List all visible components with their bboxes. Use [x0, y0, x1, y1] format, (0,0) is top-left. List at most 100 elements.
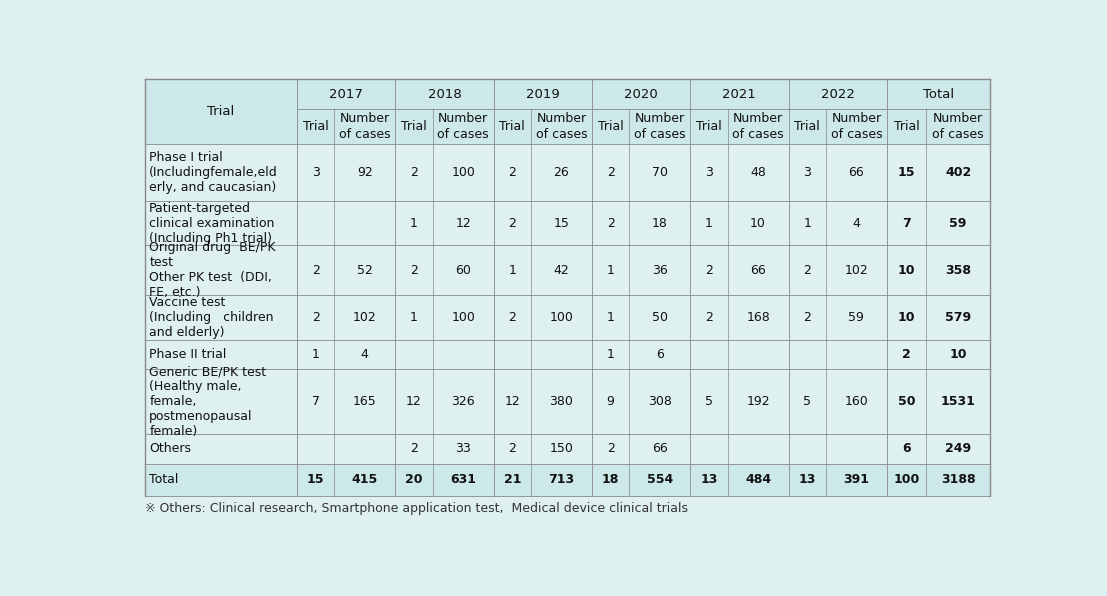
Text: Number
of cases: Number of cases	[732, 112, 784, 141]
Text: 2018: 2018	[427, 88, 462, 101]
Text: 12: 12	[505, 395, 520, 408]
Text: 3: 3	[312, 166, 320, 179]
Text: 18: 18	[602, 473, 619, 486]
Text: 6: 6	[655, 348, 664, 361]
Text: 2: 2	[312, 263, 320, 277]
Text: 579: 579	[945, 311, 971, 324]
Text: 2020: 2020	[624, 88, 658, 101]
Text: 59: 59	[950, 216, 966, 229]
Text: 2: 2	[410, 442, 418, 455]
Text: 50: 50	[898, 395, 915, 408]
Text: 2017: 2017	[329, 88, 363, 101]
Text: Trial: Trial	[401, 120, 427, 133]
Text: 326: 326	[452, 395, 475, 408]
Bar	[145, 109, 990, 144]
Text: 160: 160	[845, 395, 868, 408]
Text: 150: 150	[549, 442, 573, 455]
Text: 1: 1	[607, 348, 614, 361]
Text: 102: 102	[845, 263, 868, 277]
Text: 713: 713	[548, 473, 575, 486]
Text: Trial: Trial	[893, 120, 919, 133]
Text: 3: 3	[705, 166, 713, 179]
Text: 2: 2	[902, 348, 911, 361]
Text: 15: 15	[898, 166, 915, 179]
Text: 1: 1	[410, 311, 418, 324]
Text: Total: Total	[149, 473, 178, 486]
Text: Vaccine test
(Including   children
and elderly): Vaccine test (Including children and eld…	[149, 296, 273, 339]
Text: 50: 50	[652, 311, 668, 324]
Text: 66: 66	[751, 263, 766, 277]
Text: 2: 2	[705, 311, 713, 324]
Text: Trial: Trial	[207, 105, 235, 118]
Text: 12: 12	[406, 395, 422, 408]
Text: 391: 391	[844, 473, 869, 486]
Text: Trial: Trial	[696, 120, 722, 133]
Text: Phase I trial
(Includingfemale,eld
erly, and caucasian): Phase I trial (Includingfemale,eld erly,…	[149, 151, 278, 194]
Text: Trial: Trial	[598, 120, 623, 133]
Text: 2: 2	[508, 166, 516, 179]
Text: Others: Others	[149, 442, 192, 455]
Text: 165: 165	[353, 395, 376, 408]
Text: Trial: Trial	[499, 120, 525, 133]
Text: 415: 415	[352, 473, 377, 486]
Text: 66: 66	[652, 442, 668, 455]
Text: 20: 20	[405, 473, 423, 486]
Text: 100: 100	[452, 166, 475, 179]
Text: Number
of cases: Number of cases	[536, 112, 587, 141]
Text: 2: 2	[607, 216, 614, 229]
Text: 1: 1	[705, 216, 713, 229]
Text: 36: 36	[652, 263, 668, 277]
Text: 13: 13	[798, 473, 816, 486]
Text: 52: 52	[356, 263, 373, 277]
Text: 60: 60	[455, 263, 472, 277]
Text: 1: 1	[804, 216, 811, 229]
Text: 3: 3	[804, 166, 811, 179]
Text: 2: 2	[508, 442, 516, 455]
Text: 2: 2	[607, 166, 614, 179]
Text: Number
of cases: Number of cases	[339, 112, 391, 141]
Text: 2: 2	[410, 263, 418, 277]
Text: 631: 631	[451, 473, 476, 486]
Text: 33: 33	[455, 442, 470, 455]
Text: 59: 59	[848, 311, 865, 324]
Text: Patient-targeted
clinical examination
(Including Ph1 trial): Patient-targeted clinical examination (I…	[149, 201, 275, 244]
Text: Trial: Trial	[795, 120, 820, 133]
Text: 2: 2	[705, 263, 713, 277]
Text: 10: 10	[751, 216, 766, 229]
Text: 249: 249	[945, 442, 971, 455]
Text: 2: 2	[508, 311, 516, 324]
Text: 15: 15	[307, 473, 324, 486]
Bar	[145, 79, 990, 109]
Text: Number
of cases: Number of cases	[932, 112, 984, 141]
Text: 100: 100	[549, 311, 573, 324]
Text: 4: 4	[852, 216, 860, 229]
Text: 12: 12	[455, 216, 470, 229]
Text: Number
of cases: Number of cases	[634, 112, 685, 141]
Text: 2: 2	[804, 263, 811, 277]
Text: 42: 42	[554, 263, 569, 277]
Text: 3188: 3188	[941, 473, 975, 486]
Text: 2: 2	[607, 442, 614, 455]
Text: 102: 102	[353, 311, 376, 324]
Text: 7: 7	[312, 395, 320, 408]
Text: 6: 6	[902, 442, 911, 455]
Text: 5: 5	[705, 395, 713, 408]
Text: 1: 1	[607, 311, 614, 324]
Text: Total: Total	[923, 88, 954, 101]
Text: 92: 92	[356, 166, 373, 179]
Text: 21: 21	[504, 473, 521, 486]
Text: 2: 2	[410, 166, 418, 179]
Text: Phase II trial: Phase II trial	[149, 348, 227, 361]
Text: 7: 7	[902, 216, 911, 229]
Text: ※ Others: Clinical research, Smartphone application test,  Medical device clinic: ※ Others: Clinical research, Smartphone …	[145, 502, 687, 515]
Text: 2: 2	[312, 311, 320, 324]
Text: 308: 308	[648, 395, 672, 408]
Text: 1: 1	[508, 263, 516, 277]
Text: 358: 358	[945, 263, 971, 277]
Text: 70: 70	[652, 166, 668, 179]
Text: 1: 1	[410, 216, 418, 229]
Text: 2019: 2019	[526, 88, 560, 101]
Bar	[145, 464, 990, 496]
Text: 554: 554	[646, 473, 673, 486]
Text: 2022: 2022	[820, 88, 855, 101]
